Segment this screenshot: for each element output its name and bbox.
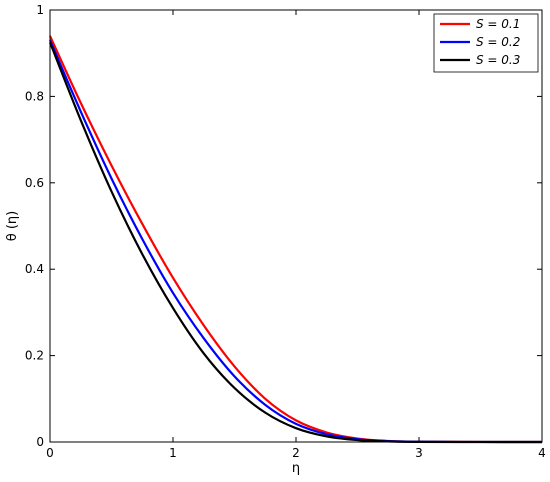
- x-tick-label: 2: [292, 446, 300, 460]
- plot-area-frame: [49, 9, 543, 443]
- y-tick-label: 0.4: [25, 262, 44, 276]
- x-tick-label: 1: [169, 446, 177, 460]
- y-tick-label: 1: [36, 3, 44, 17]
- legend-label: S = 0.1: [476, 17, 520, 31]
- y-tick-label: 0.2: [25, 349, 44, 363]
- y-axis-label: θ (η): [5, 211, 20, 241]
- x-axis-label: η: [292, 461, 300, 476]
- x-tick-label: 4: [538, 446, 546, 460]
- legend: S = 0.1 S = 0.2 S = 0.3: [433, 13, 539, 73]
- legend-label: S = 0.2: [476, 35, 520, 49]
- y-tick-label: 0.8: [25, 89, 44, 103]
- y-tick-label: 0: [36, 435, 44, 449]
- y-tick-label: 0.6: [25, 176, 44, 190]
- legend-label: S = 0.3: [476, 53, 520, 67]
- x-tick-label: 0: [46, 446, 54, 460]
- tick-layer: 0 1 2 3 4 0 0.2 0.4 0.6 0.8 1: [25, 3, 546, 460]
- x-tick-label: 3: [415, 446, 423, 460]
